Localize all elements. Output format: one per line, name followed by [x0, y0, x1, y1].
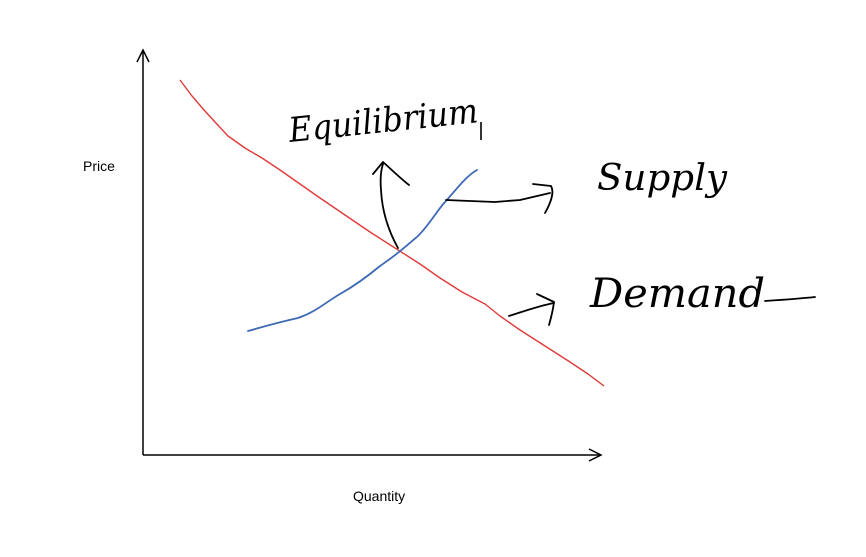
x-axis-label: Quantity: [353, 488, 406, 504]
supply-arrow: [445, 183, 554, 214]
supply-label: Supply: [597, 158, 728, 199]
y-axis-label: Price: [83, 158, 115, 174]
equilibrium-label: Equilibrium: [286, 91, 480, 151]
supply-curve: [247, 169, 478, 332]
y-axis: [136, 48, 150, 455]
demand-curve: [179, 79, 605, 387]
x-axis: [143, 448, 603, 462]
demand-arrow: [508, 293, 555, 326]
equilibrium-arrow: [372, 161, 410, 249]
demand-underline: [764, 296, 816, 302]
demand-label: Demand: [589, 271, 765, 317]
